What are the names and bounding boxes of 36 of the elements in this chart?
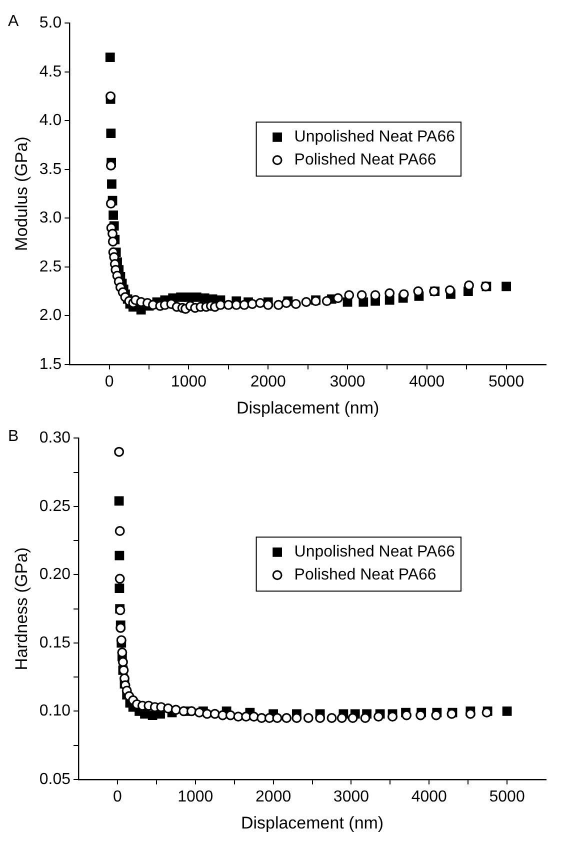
y-tick-label: 0.15 [39,634,71,652]
y-tick-label: 0.25 [39,498,71,515]
x-tick-label: 0 [113,788,122,806]
y-axis-title: Hardness (GPa) [12,547,31,670]
x-tick-label: 0 [104,373,114,390]
legend-label: Polished Neat PA66 [294,152,436,169]
y-tick-label: 2.0 [39,307,62,324]
x-tick-label: 3000 [330,373,366,390]
y-tick-label: 5.0 [39,14,62,32]
y-tick-label: 0.30 [39,430,71,447]
x-tick-label: 4000 [409,373,445,390]
y-tick-label: 3.0 [39,210,62,227]
x-tick-label: 5000 [488,373,524,390]
y-tick-label: 4.0 [39,112,62,130]
x-tick-label: 5000 [489,788,525,806]
x-axis-title: Displacement (nm) [236,398,380,418]
y-tick-label: 0.10 [39,702,71,720]
x-tick-label: 4000 [411,788,448,806]
y-tick-label: 1.5 [39,356,62,373]
legend-label: Polished Neat PA66 [294,566,436,584]
y-axis-title: Modulus (GPa) [12,136,31,251]
x-tick-label: 1000 [170,373,207,390]
y-tick-label: 4.5 [39,63,62,80]
y-tick-label: 0.05 [39,770,71,788]
x-tick-label: 1000 [178,788,214,806]
x-axis-title: Displacement (nm) [240,813,384,832]
legend-label: Unpolished Neat PA66 [294,544,456,561]
chart-title: A [8,13,19,30]
y-tick-label: 0.20 [39,566,71,584]
x-tick-label: 3000 [333,788,370,806]
y-tick-label: 2.5 [39,258,62,276]
chart-title: B [8,428,19,446]
x-tick-label: 2000 [250,373,286,390]
y-tick-label: 3.5 [39,160,62,178]
x-tick-label: 2000 [256,788,292,806]
legend-label: Unpolished Neat PA66 [294,128,456,146]
